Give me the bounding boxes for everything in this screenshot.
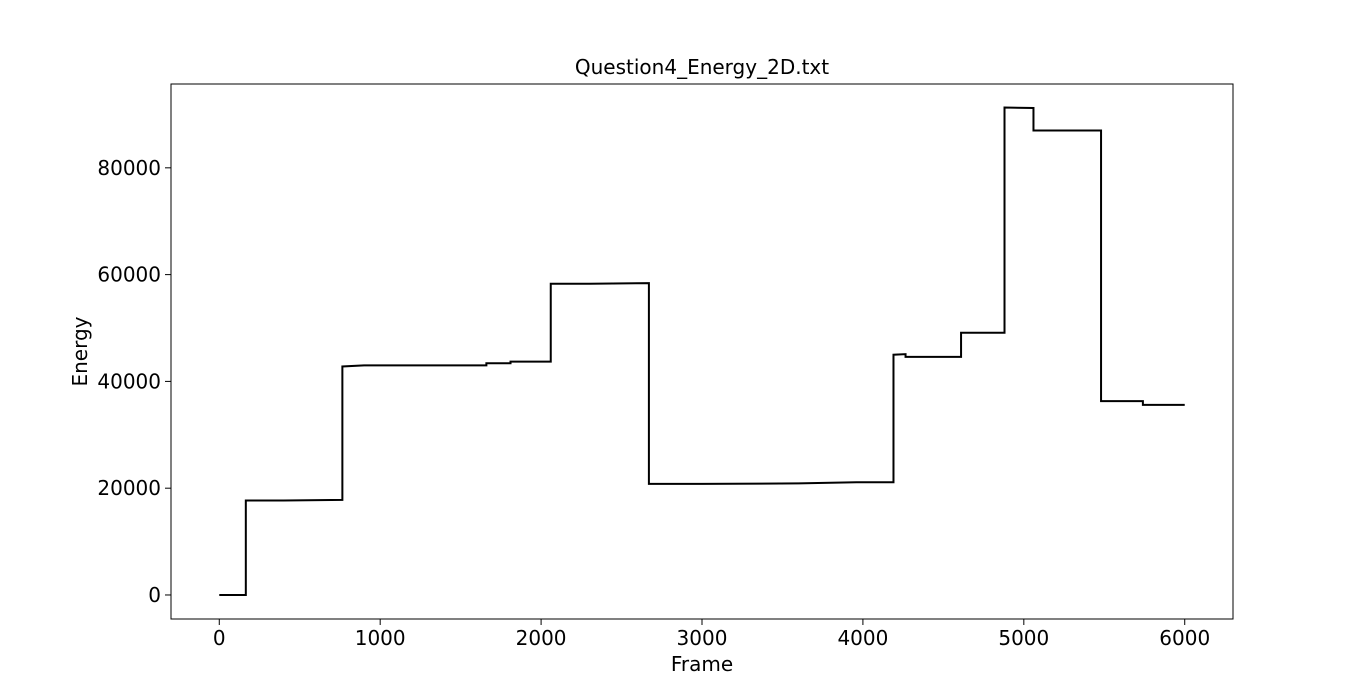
y-tick-label: 80000 (97, 156, 161, 180)
x-tick-label: 3000 (677, 626, 728, 650)
x-tick-label: 4000 (837, 626, 888, 650)
x-tick-label: 2000 (516, 626, 567, 650)
chart-title: Question4_Energy_2D.txt (575, 55, 829, 79)
y-tick-label: 20000 (97, 476, 161, 500)
x-tick-label: 0 (213, 626, 226, 650)
x-tick-label: 1000 (355, 626, 406, 650)
y-tick-label: 60000 (97, 263, 161, 287)
plot-area (219, 106, 1185, 596)
x-axis-label: Frame (671, 652, 733, 676)
y-axis-ticks: 0 20000 40000 60000 80000 (97, 156, 171, 607)
x-tick-label: 5000 (998, 626, 1049, 650)
y-tick-label: 40000 (97, 369, 161, 393)
x-tick-label: 6000 (1159, 626, 1210, 650)
y-tick-label: 0 (148, 583, 161, 607)
x-axis-ticks: 0 1000 2000 3000 4000 5000 6000 (213, 619, 1210, 650)
energy-series-line (219, 106, 1185, 596)
y-axis-label: Energy (68, 316, 92, 386)
